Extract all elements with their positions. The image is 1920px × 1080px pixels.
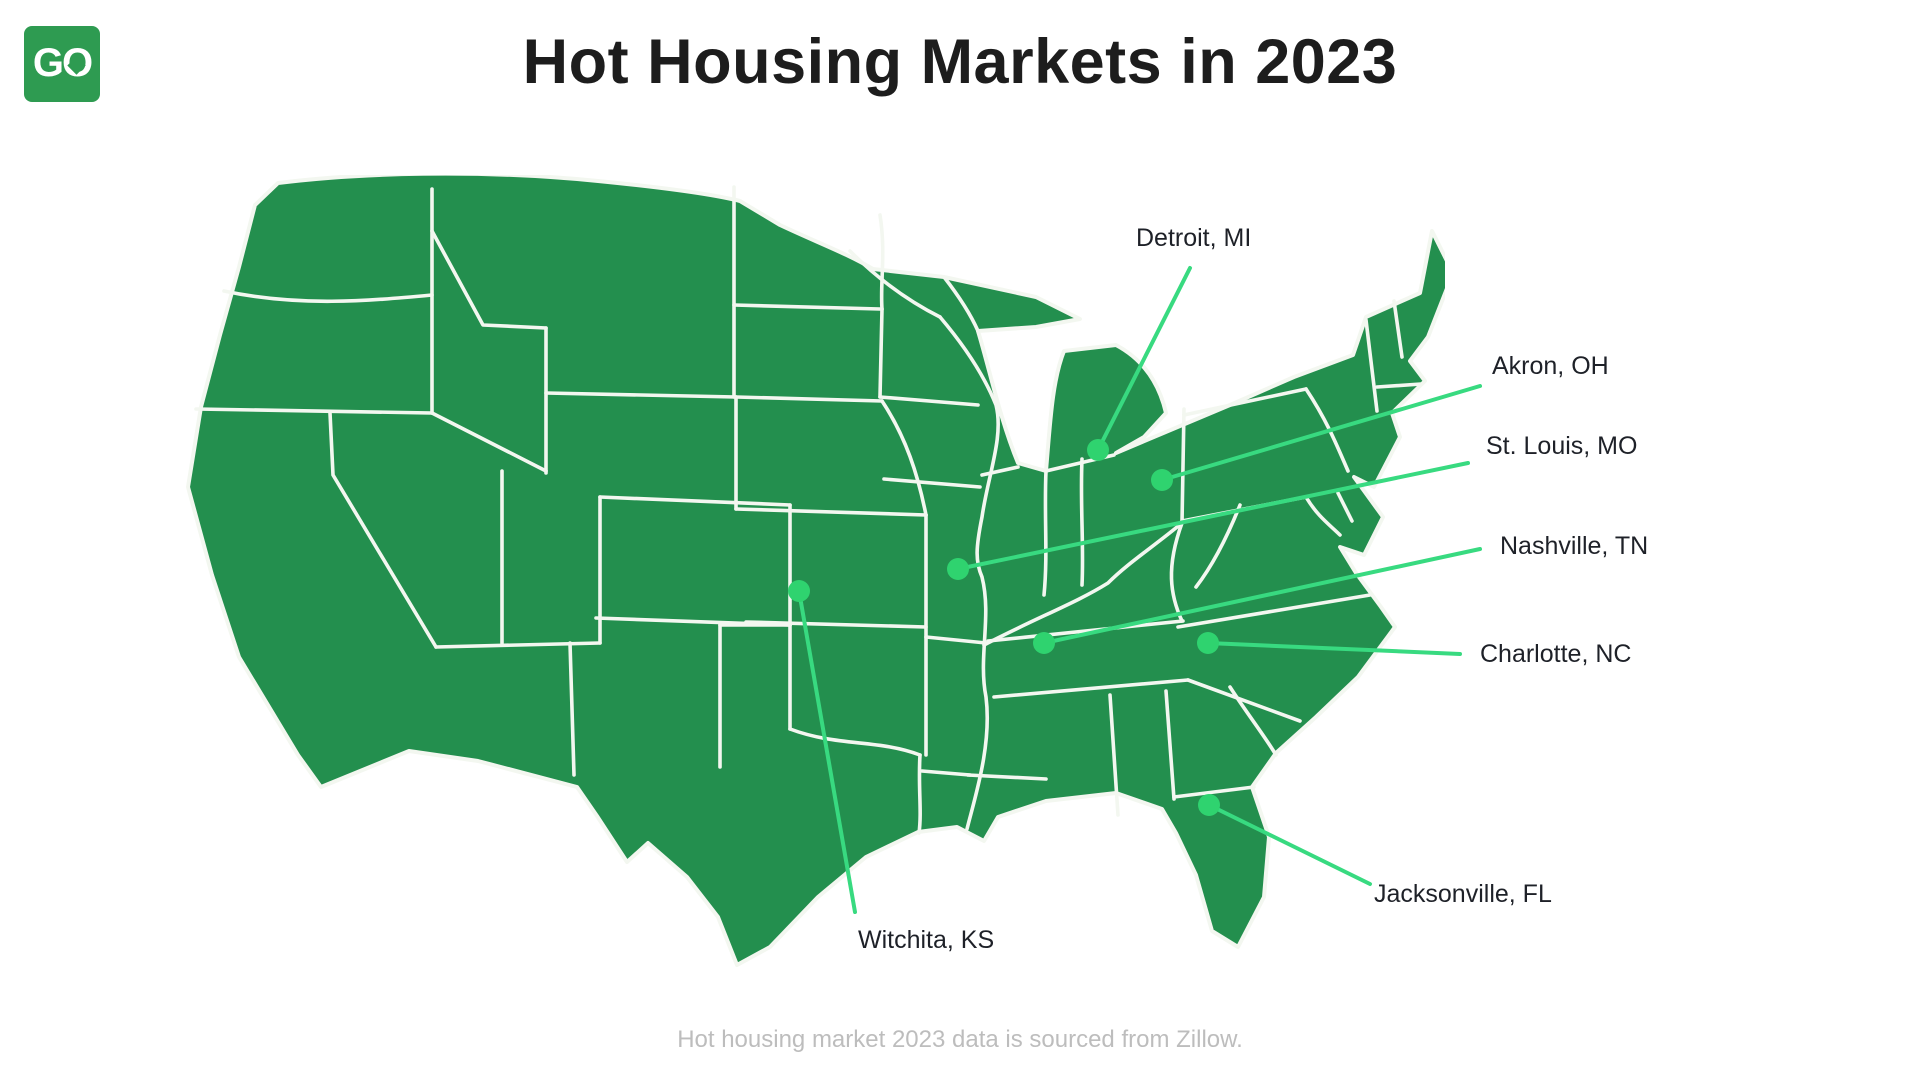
city-label-jacksonville: Jacksonville, FL <box>1374 880 1552 908</box>
city-label-witchita: Witchita, KS <box>858 926 995 954</box>
us-map-outline <box>186 175 1445 967</box>
go-logo: GO <box>24 26 100 102</box>
city-label-nashville: Nashville, TN <box>1500 532 1649 560</box>
city-label-detroit: Detroit, MI <box>1136 224 1252 252</box>
city-label-akron: Akron, OH <box>1492 352 1609 380</box>
us-map <box>186 175 1445 967</box>
source-note: Hot housing market 2023 data is sourced … <box>677 1026 1243 1053</box>
page-title: Hot Housing Markets in 2023 <box>522 27 1398 97</box>
city-label-st-louis: St. Louis, MO <box>1486 432 1638 460</box>
state-borders <box>194 185 1423 835</box>
city-label-charlotte: Charlotte, NC <box>1480 640 1632 668</box>
